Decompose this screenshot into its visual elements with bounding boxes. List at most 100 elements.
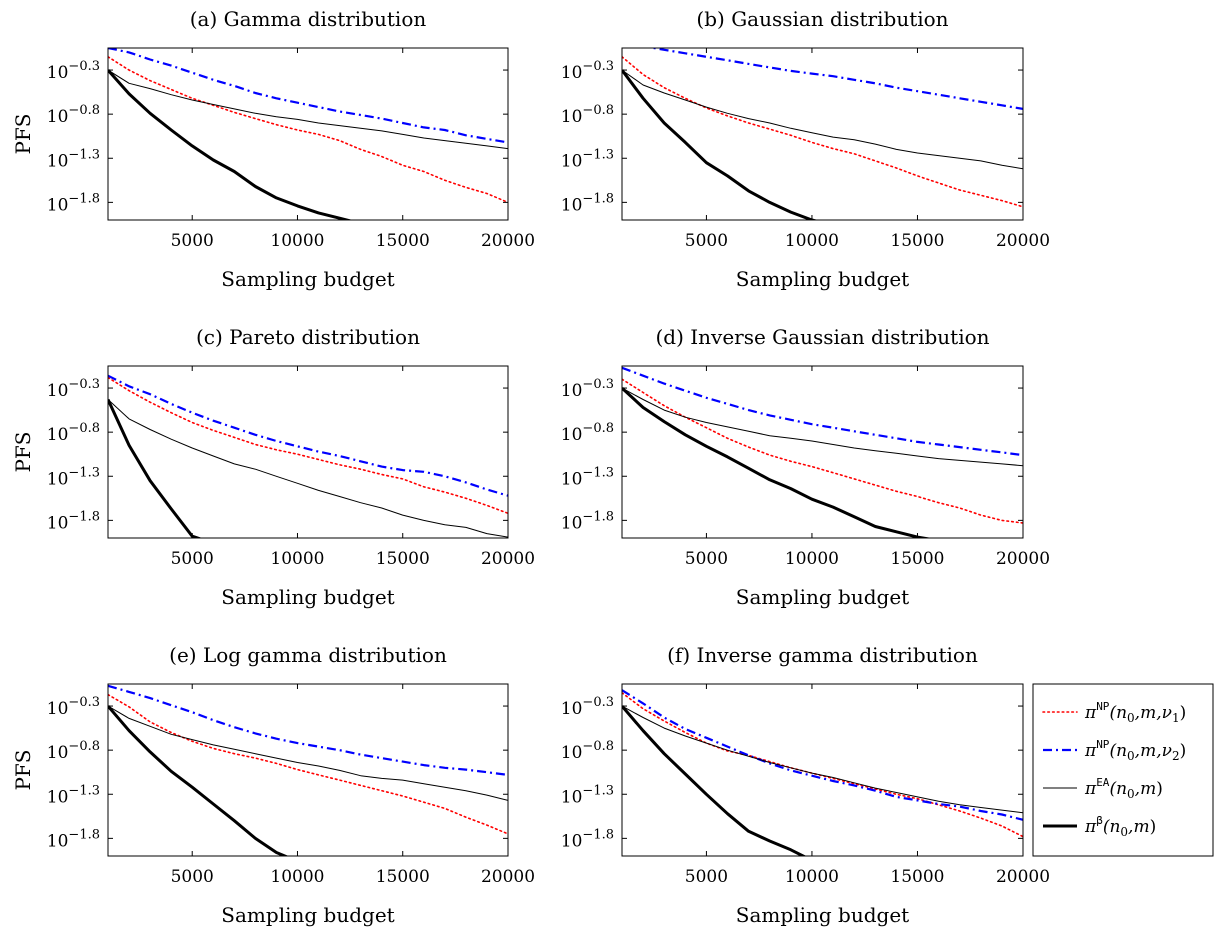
x-tick-label: 5000 bbox=[171, 231, 214, 251]
y-tick-label: 10−1.8 bbox=[47, 509, 100, 533]
y-tick-label: 10−0.8 bbox=[561, 421, 614, 445]
series-line-np1 bbox=[108, 693, 508, 835]
x-tick-label: 10000 bbox=[270, 231, 324, 251]
x-axis-label: Sampling budget bbox=[221, 267, 394, 291]
legend-label-ea: πEA(n0,m) bbox=[1084, 776, 1163, 801]
x-axis-label: Sampling budget bbox=[221, 585, 394, 609]
y-tick-label: 10−0.8 bbox=[561, 739, 614, 763]
panel-3: (c) Pareto distribution 5000 10000 15000 200… bbox=[11, 325, 535, 609]
x-axis-label: Sampling budget bbox=[736, 585, 909, 609]
x-axis-label: Sampling budget bbox=[221, 903, 394, 927]
series-line-np2 bbox=[622, 689, 1023, 821]
y-tick-label: 10−0.3 bbox=[47, 695, 100, 719]
y-tick-label: 10−0.3 bbox=[561, 695, 614, 719]
panel-title: (a) Gamma distribution bbox=[190, 7, 427, 31]
x-tick-label: 20000 bbox=[481, 867, 535, 887]
x-tick-label: 20000 bbox=[481, 549, 535, 569]
series-line-np1 bbox=[622, 378, 1023, 524]
panel-title: (e) Log gamma distribution bbox=[169, 643, 447, 667]
x-axis-label: Sampling budget bbox=[736, 903, 909, 927]
x-tick-label: 10000 bbox=[785, 549, 839, 569]
series-line-beta bbox=[108, 69, 353, 220]
y-tick-label: 10−1.3 bbox=[561, 147, 614, 171]
x-tick-label: 15000 bbox=[890, 549, 944, 569]
series-line-np1 bbox=[622, 691, 1023, 838]
y-axis-label: PFS bbox=[11, 749, 35, 790]
y-tick-label: 10−1.8 bbox=[47, 827, 100, 851]
axes-frame bbox=[107, 47, 509, 221]
legend: πNP(n0,m,ν1) πNP(n0,m,ν2) πEA(n0,m) πβ(n0,m… bbox=[1032, 683, 1214, 857]
x-tick-label: 5000 bbox=[685, 549, 728, 569]
legend-label-beta: πβ(n0,m) bbox=[1084, 814, 1156, 839]
y-tick-label: 10−0.8 bbox=[561, 103, 614, 127]
series-line-ea bbox=[622, 705, 1023, 814]
panel-title: (f) Inverse gamma distribution bbox=[667, 643, 978, 667]
y-tick-label: 10−1.3 bbox=[561, 783, 614, 807]
series-line-beta bbox=[622, 705, 807, 856]
y-tick-label: 10−1.8 bbox=[561, 827, 614, 851]
x-tick-label: 15000 bbox=[376, 549, 430, 569]
panel-title: (b) Gaussian distribution bbox=[696, 7, 948, 31]
y-tick-label: 10−1.3 bbox=[561, 465, 614, 489]
y-axis-label: PFS bbox=[11, 113, 35, 154]
panel-title: (c) Pareto distribution bbox=[196, 325, 420, 349]
y-tick-label: 10−1.3 bbox=[47, 465, 100, 489]
series-line-ea bbox=[622, 69, 1023, 170]
y-tick-label: 10−0.3 bbox=[47, 59, 100, 83]
y-tick-label: 10−1.3 bbox=[47, 147, 100, 171]
series-line-ea bbox=[108, 705, 508, 801]
series-line-ea bbox=[622, 387, 1023, 467]
x-tick-label: 10000 bbox=[785, 231, 839, 251]
axes-frame bbox=[621, 47, 1024, 221]
panel-5: (e) Log gamma distribution 5000 10000 15000… bbox=[11, 643, 535, 927]
y-tick-label: 10−0.8 bbox=[47, 103, 100, 127]
y-tick-label: 10−0.3 bbox=[47, 377, 100, 401]
y-tick-label: 10−0.8 bbox=[47, 421, 100, 445]
x-tick-label: 5000 bbox=[171, 867, 214, 887]
x-tick-label: 15000 bbox=[376, 867, 430, 887]
x-tick-label: 10000 bbox=[270, 867, 324, 887]
y-tick-label: 10−1.8 bbox=[47, 191, 100, 215]
x-tick-label: 15000 bbox=[890, 867, 944, 887]
x-tick-label: 10000 bbox=[785, 867, 839, 887]
y-tick-label: 10−0.3 bbox=[561, 377, 614, 401]
axes-frame bbox=[107, 365, 509, 539]
y-tick-label: 10−1.3 bbox=[47, 783, 100, 807]
panel-2: (b) Gaussian distribution 5000 10000 15000 2… bbox=[561, 7, 1050, 291]
x-tick-label: 5000 bbox=[685, 231, 728, 251]
x-tick-label: 20000 bbox=[996, 549, 1050, 569]
panel-6: (f) Inverse gamma distribution 5000 10000 1… bbox=[561, 643, 1050, 927]
axes-frame bbox=[621, 365, 1024, 539]
panel-1: (a) Gamma distribution 5000 10000 15000 2000… bbox=[11, 7, 535, 291]
series-line-np1 bbox=[108, 376, 508, 515]
y-tick-label: 10−0.3 bbox=[561, 59, 614, 83]
x-tick-label: 10000 bbox=[270, 549, 324, 569]
panel-title: (d) Inverse Gaussian distribution bbox=[655, 325, 989, 349]
axes-frame bbox=[107, 683, 509, 857]
x-tick-label: 20000 bbox=[996, 867, 1050, 887]
series-line-np1 bbox=[108, 55, 508, 204]
x-tick-label: 5000 bbox=[685, 867, 728, 887]
x-tick-label: 15000 bbox=[376, 231, 430, 251]
legend-label-np1: πNP(n0,m,ν1) bbox=[1084, 700, 1186, 725]
y-tick-label: 10−0.8 bbox=[47, 739, 100, 763]
x-tick-label: 15000 bbox=[890, 231, 944, 251]
series-line-ea bbox=[108, 399, 508, 538]
series-line-np2 bbox=[108, 684, 508, 776]
series-line-np1 bbox=[622, 55, 1023, 208]
x-tick-label: 20000 bbox=[996, 231, 1050, 251]
legend-label-np2: πNP(n0,m,ν2) bbox=[1084, 738, 1186, 763]
panel-4: (d) Inverse Gaussian distribution 5000 100… bbox=[561, 325, 1050, 609]
series-line-np2 bbox=[108, 48, 508, 144]
series-line-ea bbox=[108, 69, 508, 150]
series-line-beta bbox=[108, 398, 203, 538]
y-tick-label: 10−1.8 bbox=[561, 509, 614, 533]
series-line-beta bbox=[622, 386, 933, 538]
y-tick-label: 10−1.8 bbox=[561, 191, 614, 215]
y-axis-label: PFS bbox=[11, 431, 35, 472]
series-line-np2 bbox=[622, 366, 1023, 457]
axes-frame bbox=[621, 683, 1024, 857]
x-tick-label: 20000 bbox=[481, 231, 535, 251]
series-line-beta bbox=[108, 705, 289, 856]
